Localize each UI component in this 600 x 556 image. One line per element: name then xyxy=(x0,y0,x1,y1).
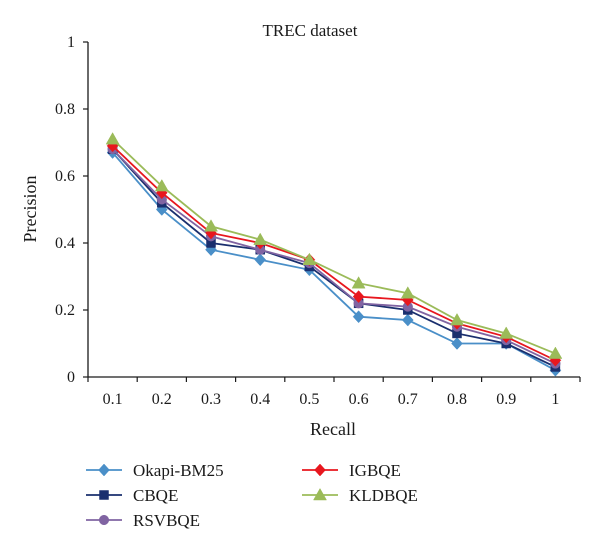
x-tick-label: 0.6 xyxy=(349,391,369,408)
legend-label: Okapi-BM25 xyxy=(133,461,224,480)
data-point-kldbqe xyxy=(499,326,514,339)
series-cbqe xyxy=(107,144,561,372)
x-tick-label: 0.9 xyxy=(496,391,516,408)
data-point-kldbqe xyxy=(400,286,415,299)
legend-item-rsvbqe: RSVBQE xyxy=(86,511,200,530)
data-point-okapi-bm25 xyxy=(352,310,365,324)
series-line-okapi-bm25 xyxy=(111,151,556,372)
data-point-kldbqe xyxy=(351,276,366,289)
legend-marker xyxy=(98,463,110,477)
legend-item-cbqe: CBQE xyxy=(86,486,178,505)
data-point-kldbqe xyxy=(548,346,563,359)
data-point-kldbqe xyxy=(302,252,317,265)
series-line-kldbqe xyxy=(111,138,556,355)
legend-marker xyxy=(98,514,110,526)
series-line-igbqe xyxy=(111,145,556,362)
x-tick-label: 0.7 xyxy=(398,391,418,408)
legend-item-kldbqe: KLDBQE xyxy=(302,486,418,505)
series-okapi-bm25 xyxy=(106,146,562,377)
legend-label: CBQE xyxy=(133,486,178,505)
data-point-kldbqe xyxy=(154,179,169,192)
y-tick-label: 0.6 xyxy=(55,168,75,185)
x-tick-label: 0.5 xyxy=(299,391,319,408)
series-kldbqe xyxy=(105,132,563,359)
chart-title: TREC dataset xyxy=(263,21,358,40)
series-group xyxy=(105,132,563,377)
series-igbqe xyxy=(106,139,562,367)
x-tick-label: 0.4 xyxy=(250,391,270,408)
legend: Okapi-BM25 CBQE RSVBQE IGBQE KLDBQE xyxy=(86,461,418,530)
x-tick-label: 1 xyxy=(551,391,559,408)
legend-item-okapi-bm25: Okapi-BM25 xyxy=(86,461,224,480)
x-tick-label: 0.8 xyxy=(447,391,467,408)
data-point-kldbqe xyxy=(105,132,120,145)
y-tick-label: 0.4 xyxy=(55,235,75,252)
data-point-kldbqe xyxy=(253,232,268,245)
series-line-rsvbqe xyxy=(111,148,556,365)
data-point-okapi-bm25 xyxy=(451,337,463,350)
data-point-kldbqe xyxy=(204,219,218,232)
legend-marker xyxy=(99,490,109,500)
legend-marker xyxy=(313,487,327,501)
y-tick-label: 1 xyxy=(67,34,75,51)
x-tick-label: 0.2 xyxy=(152,391,172,408)
data-point-kldbqe xyxy=(450,313,464,326)
legend-label: RSVBQE xyxy=(133,511,200,530)
y-tick-label: 0 xyxy=(67,369,75,386)
legend-marker xyxy=(314,463,326,477)
axes: 0 0.2 0.4 0.6 0.8 1 0.1 0.2 0.3 0.4 0.5 0.6 0.7 0.8 0.… xyxy=(55,34,581,408)
data-point-okapi-bm25 xyxy=(401,313,414,327)
y-tick-label: 0.8 xyxy=(55,101,75,118)
data-point-igbqe xyxy=(352,290,365,303)
x-axis-label: Recall xyxy=(310,419,356,439)
legend-label: KLDBQE xyxy=(349,486,418,505)
series-line-cbqe xyxy=(111,148,556,368)
legend-item-igbqe: IGBQE xyxy=(302,461,401,480)
y-tick-label: 0.2 xyxy=(55,302,75,319)
x-tick-label: 0.3 xyxy=(201,391,221,408)
x-tick-label: 0.1 xyxy=(103,391,123,408)
legend-label: IGBQE xyxy=(349,461,401,480)
series-rsvbqe xyxy=(107,144,561,369)
data-point-okapi-bm25 xyxy=(254,253,267,267)
y-axis-label: Precision xyxy=(20,176,40,243)
